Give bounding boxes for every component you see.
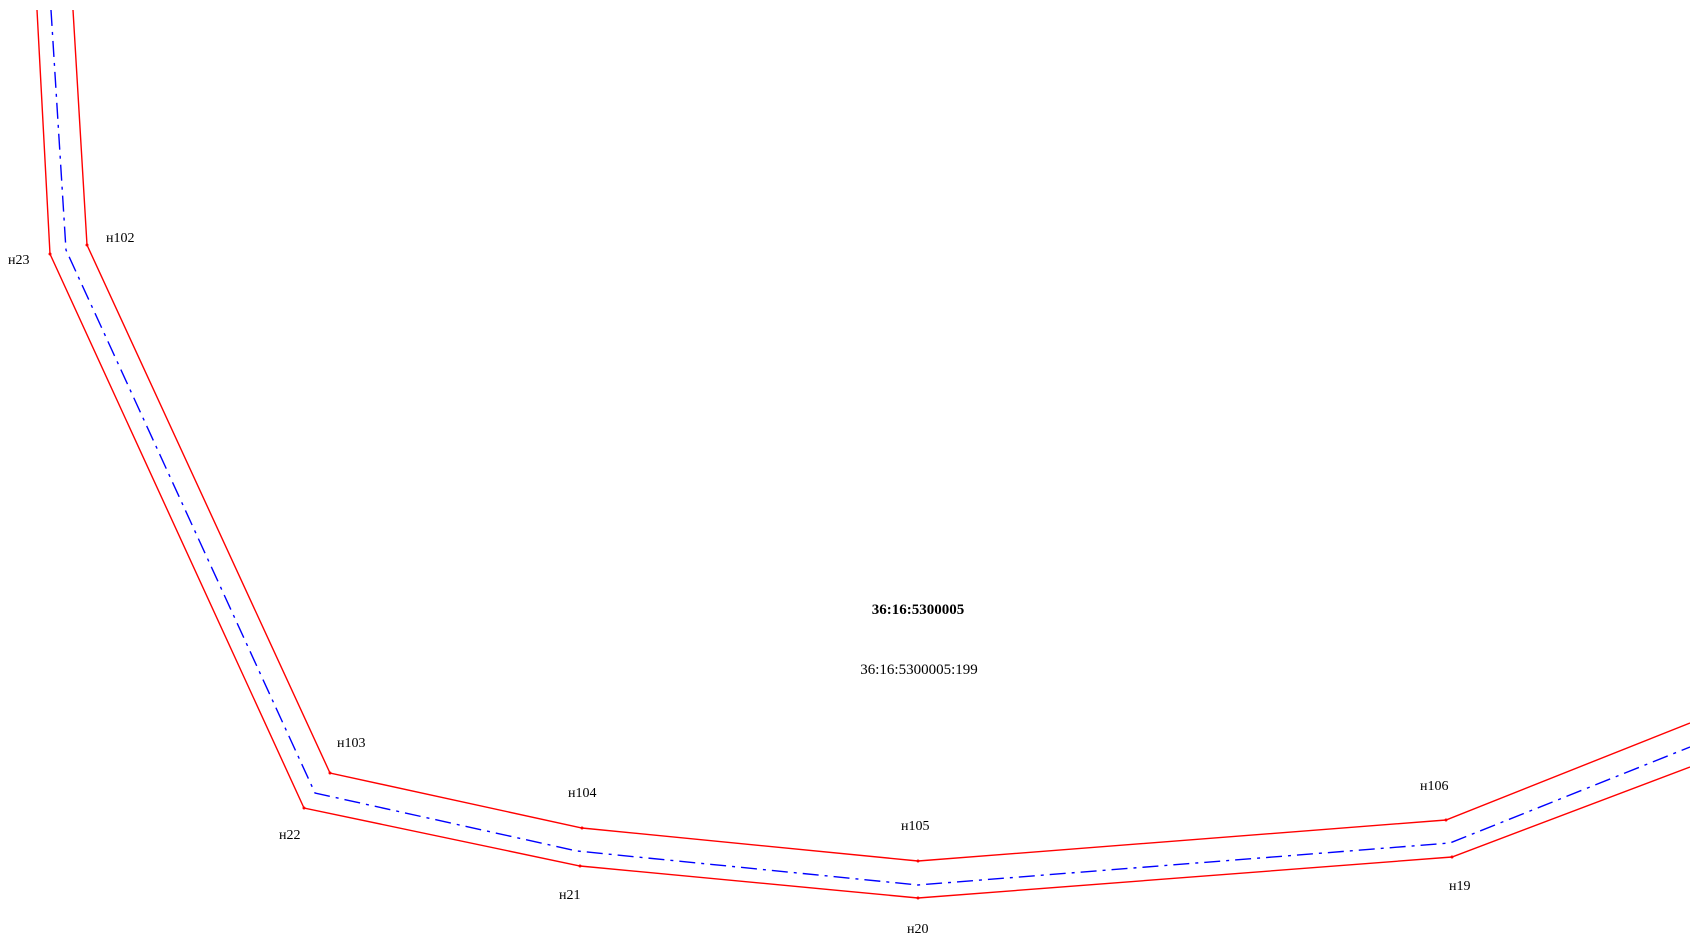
point-label-n19: н19 <box>1449 879 1471 894</box>
point-label-n106: н106 <box>1420 779 1449 794</box>
centerline-axis <box>50 9 1690 886</box>
vertex-n103 <box>328 771 332 775</box>
vertex-n22 <box>302 806 306 810</box>
vertex-n23 <box>48 252 52 256</box>
vertex-n21 <box>578 864 582 868</box>
boundary-line-outer <box>36 9 1690 899</box>
point-label-n102: н102 <box>106 231 135 246</box>
vertex-n104 <box>580 826 584 830</box>
point-label-n21: н21 <box>559 888 581 903</box>
point-label-n22: н22 <box>279 828 301 843</box>
vertex-n20 <box>916 896 920 900</box>
point-label-n20: н20 <box>907 922 929 937</box>
vertex-n102 <box>85 243 89 247</box>
point-label-n103: н103 <box>337 736 366 751</box>
vertex-n106 <box>1444 818 1448 822</box>
vertex-n19 <box>1450 855 1454 859</box>
cadastral-quarter-number: 36:16:5300005 <box>872 602 965 618</box>
point-label-n23: н23 <box>8 253 30 268</box>
point-label-n105: н105 <box>901 819 930 834</box>
boundary-line-inner <box>72 9 1690 862</box>
cadastral-parcel-number: 36:16:5300005:199 <box>860 662 978 678</box>
point-label-n104: н104 <box>568 786 597 801</box>
vertex-n105 <box>916 859 920 863</box>
